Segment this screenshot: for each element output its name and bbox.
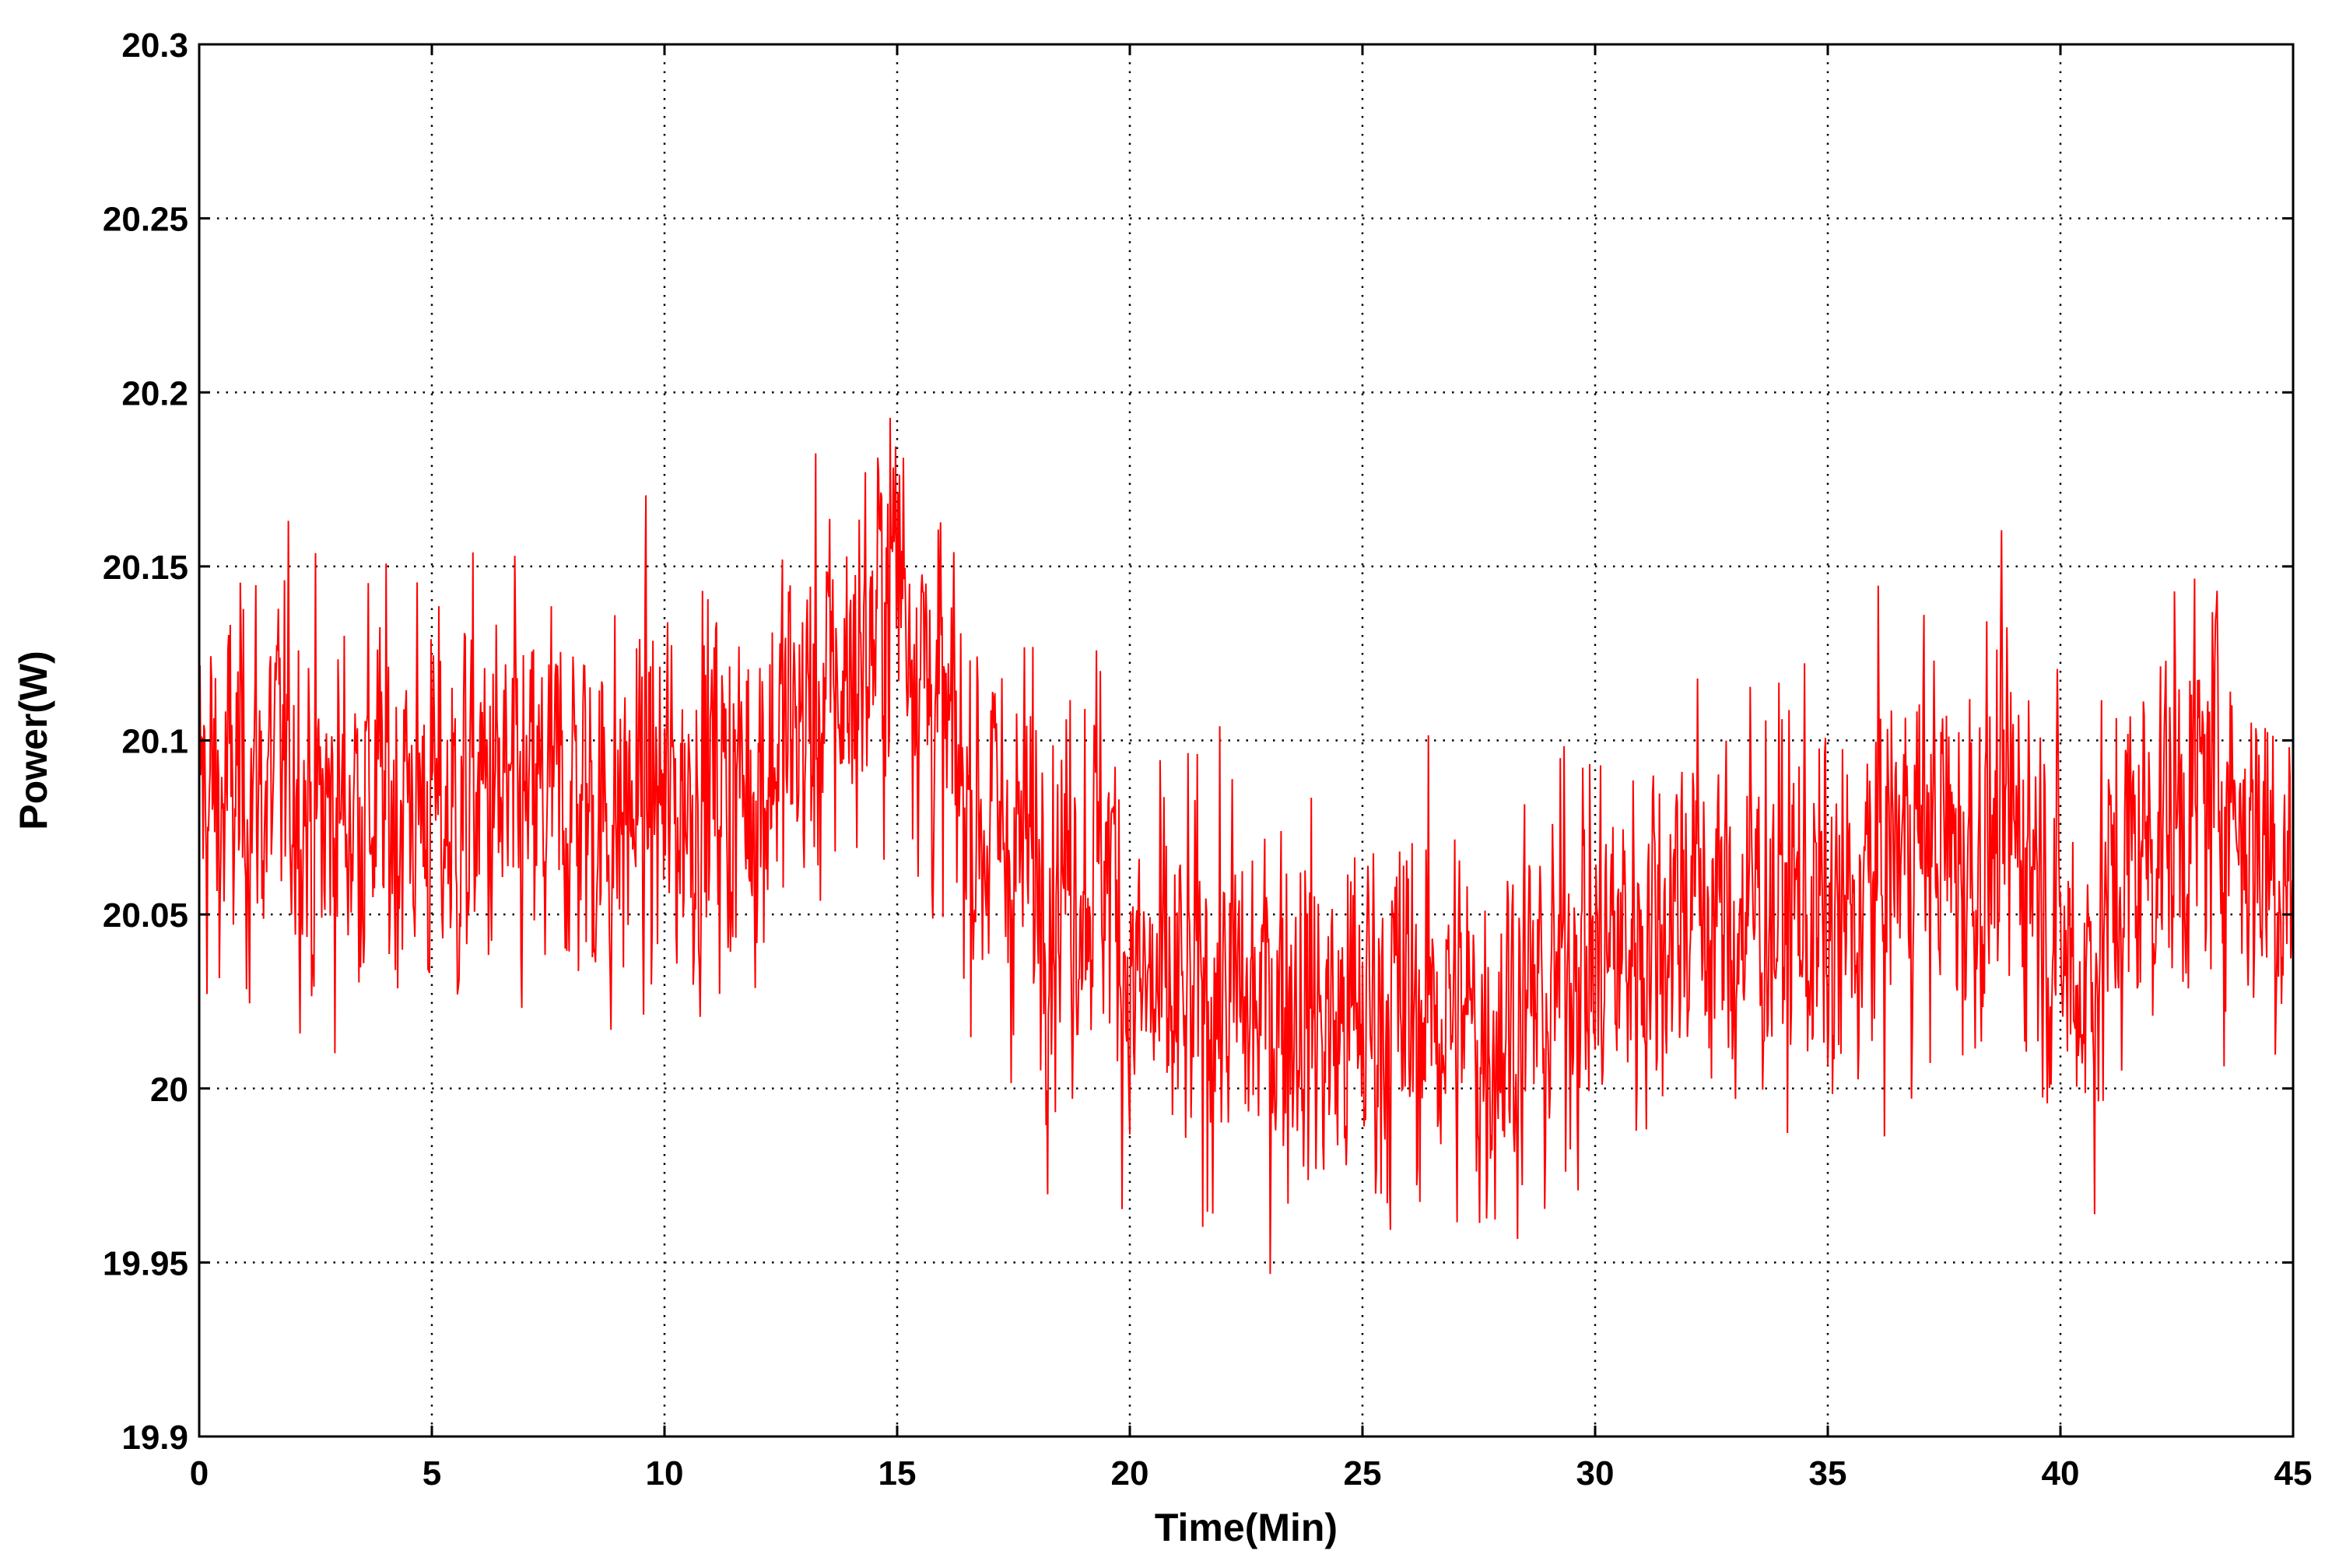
- y-tick-label: 20.15: [103, 549, 188, 587]
- x-tick-label: 25: [1344, 1454, 1382, 1493]
- y-tick-label: 20.05: [103, 896, 188, 935]
- tick-marks: [198, 43, 2295, 1438]
- y-tick-labels: 19.9 19.95 20 20.05 20.1 20.15 20.2 20.25 20.3: [103, 26, 188, 1457]
- y-tick-label: 19.95: [103, 1244, 188, 1282]
- series-layer: [198, 417, 2294, 1275]
- x-tick-label: 35: [1809, 1454, 1847, 1493]
- y-tick-label: 20.25: [103, 201, 188, 239]
- x-tick-label: 5: [423, 1454, 441, 1493]
- x-tick-label: 45: [2274, 1454, 2313, 1493]
- x-tick-label: 40: [2042, 1454, 2080, 1493]
- x-tick-label: 30: [1576, 1454, 1615, 1493]
- y-tick-label: 20.3: [121, 26, 188, 65]
- x-tick-label: 20: [1111, 1454, 1149, 1493]
- x-tick-label: 10: [646, 1454, 684, 1493]
- y-tick-label: 20: [150, 1071, 188, 1109]
- y-axis-label: Power(W): [12, 651, 55, 830]
- x-axis-label: Time(Min): [1155, 1506, 1338, 1549]
- x-tick-label: 15: [878, 1454, 917, 1493]
- x-tick-labels: 0 5 10 15 20 25 30 35 40 45: [190, 1454, 2313, 1493]
- y-tick-label: 20.2: [121, 374, 188, 412]
- y-tick-label: 19.9: [121, 1419, 188, 1457]
- x-tick-label: 0: [190, 1454, 209, 1493]
- series-line-0: [198, 417, 2294, 1275]
- y-tick-label: 20.1: [121, 723, 188, 761]
